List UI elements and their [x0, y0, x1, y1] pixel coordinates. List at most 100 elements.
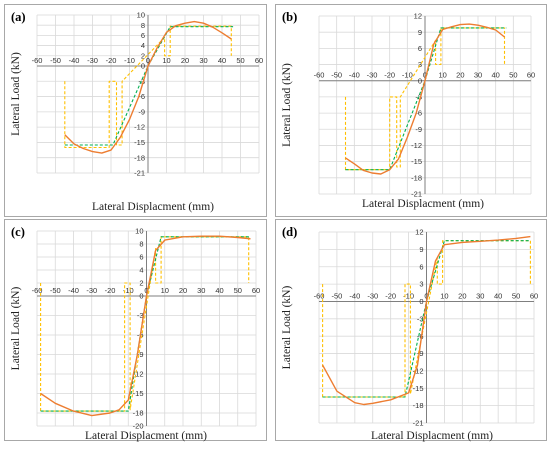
chart-svg: -60 -50 -40 -30 -20 -10 0 10 20 30 40 50 60-20-18-15…	[10, 225, 260, 442]
y-tick-label: 2	[139, 279, 143, 288]
y-tick-label: 8	[141, 21, 145, 30]
y-tick-label: -15	[133, 389, 144, 398]
y-tick-label: -15	[413, 384, 424, 393]
x-tick-label: 30	[199, 56, 207, 65]
series-line-orange	[321, 235, 531, 406]
panel-label: (d)	[282, 225, 297, 239]
y-tick-label: 6	[418, 44, 422, 53]
x-tick-label: 50	[236, 56, 244, 65]
chart-panel-a: -60 -50 -40 -30 -20 -10 0 10 20 30 40 50 60 -21 -18 -15…	[4, 4, 267, 217]
x-tick-label: -20	[384, 71, 395, 80]
x-tick-label: 50	[234, 286, 242, 295]
chart-panel-b: -60 -50 -40 -30 -20 -10 0 10 20 30 40 50 60 -21 -18 -15…	[275, 4, 547, 217]
y-tick-label: -12	[134, 123, 145, 132]
x-tick-label: 0	[423, 71, 427, 80]
y-tick-label: 6	[141, 31, 145, 40]
y-tick-label: -3	[417, 314, 424, 323]
y-tick-label: -20	[133, 422, 144, 431]
series-line-orange	[64, 20, 232, 154]
y-axis-title: Lateral Load (kN)	[281, 286, 293, 370]
y-tick-label: -9	[415, 125, 422, 134]
chart-svg: -60 -50 -40 -30 -20 -10 0 10 20 30 40 50 60-21-18-15…	[10, 10, 263, 213]
y-tick-label: 3	[418, 60, 422, 69]
series-line-yellow	[64, 25, 232, 149]
y-tick-label: 4	[139, 266, 143, 275]
x-tick-label: -10	[403, 291, 414, 300]
series-line-green	[40, 236, 251, 412]
y-tick-label: 3	[419, 280, 423, 289]
y-tick-label: -21	[411, 190, 422, 199]
x-tick-label: -40	[349, 71, 360, 80]
y-tick-label: -6	[415, 109, 422, 118]
x-tick-label: 30	[476, 291, 484, 300]
y-axis-title: Lateral Load (kN)	[281, 63, 293, 147]
x-tick-label: -50	[331, 291, 342, 300]
series-line-green	[345, 27, 507, 171]
x-tick-label: -20	[385, 291, 396, 300]
y-tick-label: -12	[133, 370, 144, 379]
y-tick-label: -21	[134, 169, 145, 178]
chart-panel-d: -60 -50 -40 -30 -20 -10 0 10 20 30 40 50 60 -21 -18 -15…	[275, 219, 547, 442]
x-tick-label: -10	[124, 56, 135, 65]
y-tick-label: -12	[411, 141, 422, 150]
y-tick-label: 12	[414, 12, 422, 21]
x-tick-label: 40	[494, 291, 502, 300]
x-tick-label: -30	[87, 56, 98, 65]
x-tick-label: 0	[144, 286, 148, 295]
y-tick-label: -6	[138, 92, 145, 101]
series-line-orange	[345, 23, 505, 175]
x-tick-label: 20	[456, 71, 464, 80]
series-line-orange	[40, 235, 251, 417]
x-tick-label: -30	[367, 71, 378, 80]
x-tick-label: 60	[527, 71, 535, 80]
x-tick-label: 30	[197, 286, 205, 295]
x-axis-title: Lateral Displacment (mm)	[362, 198, 484, 210]
y-tick-label: -9	[138, 107, 145, 116]
x-tick-label: 50	[512, 291, 520, 300]
chart-panel-c: -60 -50 -40 -30 -20 -10 0 10 20 30 40 50 60 -20 -18 -15…	[4, 219, 267, 442]
x-tick-label: 0	[146, 56, 150, 65]
x-tick-label: 50	[509, 71, 517, 80]
x-tick-label: 60	[252, 286, 260, 295]
chart-svg: -60 -50 -40 -30 -20 -10 0 10 20 30 40 50 60-21-18-15…	[281, 225, 538, 442]
y-tick-label: -3	[137, 311, 144, 320]
y-tick-label: -18	[413, 401, 424, 410]
y-axis-title: Lateral Load (kN)	[10, 52, 22, 136]
y-tick-label: -9	[137, 350, 144, 359]
y-tick-label: 0	[139, 292, 143, 301]
panel-label: (a)	[11, 10, 26, 24]
chart-svg: -60 -50 -40 -30 -20 -10 0 10 20 30 40 50 60-21-18-15…	[281, 10, 535, 210]
y-tick-label: 8	[139, 240, 143, 249]
x-tick-label: -60	[32, 286, 43, 295]
y-tick-label: 12	[415, 228, 423, 237]
panel-label: (c)	[11, 225, 25, 239]
series-line-green	[64, 26, 234, 146]
x-tick-label: 20	[181, 56, 189, 65]
y-axis-title: Lateral Load (kN)	[10, 287, 22, 371]
series-line-yellow	[40, 236, 250, 412]
y-tick-label: 0	[418, 76, 422, 85]
x-axis-title: Lateral Displacment (mm)	[85, 430, 207, 442]
x-tick-label: -50	[50, 56, 61, 65]
x-tick-label: -50	[50, 286, 61, 295]
y-tick-label: 2	[141, 51, 145, 60]
x-tick-label: 40	[491, 71, 499, 80]
x-tick-label: 40	[215, 286, 223, 295]
y-tick-label: -12	[413, 367, 424, 376]
x-tick-label: -20	[106, 56, 117, 65]
x-tick-label: -10	[402, 71, 413, 80]
x-tick-label: 20	[458, 291, 466, 300]
panel-label: (b)	[282, 10, 297, 24]
x-tick-label: 60	[255, 56, 263, 65]
x-tick-label: 30	[474, 71, 482, 80]
series-line-yellow	[344, 27, 506, 171]
x-tick-label: -10	[123, 286, 134, 295]
y-tick-label: 6	[139, 253, 143, 262]
x-tick-label: 10	[161, 286, 169, 295]
x-axis-title: Lateral Displacment (mm)	[371, 430, 493, 442]
y-tick-label: 9	[419, 245, 423, 254]
y-tick-label: -15	[411, 157, 422, 166]
y-tick-label: 9	[418, 28, 422, 37]
x-tick-label: -40	[68, 286, 79, 295]
x-tick-label: -30	[367, 291, 378, 300]
